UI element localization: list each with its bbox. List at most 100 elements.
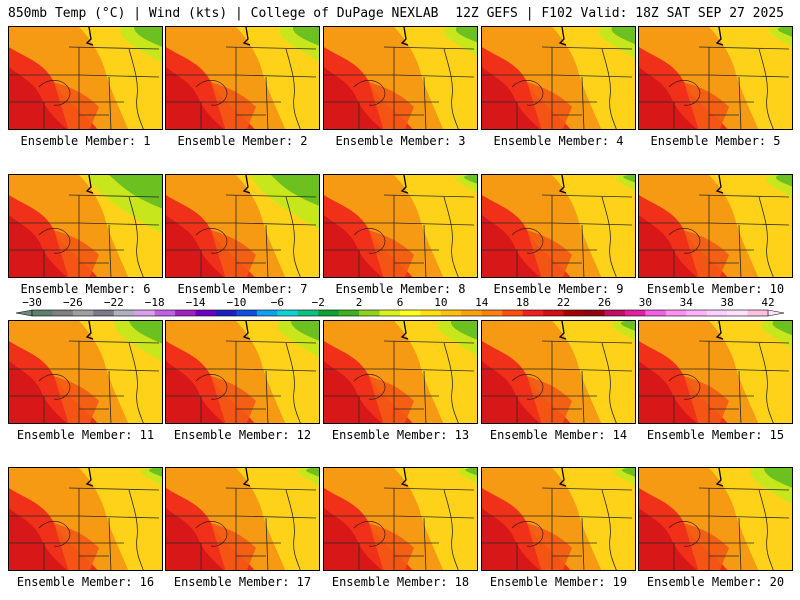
ensemble-member-label: Ensemble Member: 18: [331, 575, 470, 589]
ensemble-member-label: Ensemble Member: 15: [646, 428, 785, 442]
map-title: 850mb Temp (°C) | Wind (kts) | College o…: [8, 6, 439, 21]
ensemble-member-label: Ensemble Member: 8: [335, 282, 466, 296]
colorbar-swatch: [93, 310, 115, 316]
ensemble-map-panel: [481, 320, 636, 424]
colorbar-swatch: [584, 310, 605, 316]
ensemble-map-panel: [165, 26, 320, 130]
colorbar-swatch: [481, 310, 503, 316]
colorbar-swatch: [338, 310, 360, 316]
colorbar-tick-label: 2: [356, 296, 363, 309]
temperature-map: [482, 321, 635, 423]
colorbar-tick-label: −14: [186, 296, 206, 309]
temperature-map: [324, 321, 477, 423]
ensemble-member-label: Ensemble Member: 2: [177, 134, 308, 148]
colorbar-min-arrow: [16, 309, 33, 317]
ensemble-map-panel: [323, 174, 478, 278]
colorbar-tick-label: 42: [761, 296, 774, 309]
colorbar-swatch: [461, 310, 483, 316]
colorbar-swatch: [624, 310, 646, 316]
colorbar-tick-label: 34: [680, 296, 694, 309]
ensemble-member-label: Ensemble Member: 11: [16, 428, 155, 442]
colorbar-tick-label: 14: [475, 296, 489, 309]
colorbar-swatch: [727, 310, 748, 316]
ensemble-member-label: Ensemble Member: 12: [173, 428, 312, 442]
temperature-map: [9, 468, 162, 570]
colorbar-tick-label: 22: [557, 296, 570, 309]
temperature-map: [9, 27, 162, 129]
ensemble-map-panel: [165, 174, 320, 278]
ensemble-map-panel: [638, 467, 793, 571]
temperature-map: [166, 175, 319, 277]
colorbar-swatch: [318, 310, 339, 316]
colorbar-swatch: [706, 310, 728, 316]
ensemble-map-panel: [481, 26, 636, 130]
temperature-map: [9, 321, 162, 423]
ensemble-member-label: Ensemble Member: 9: [493, 282, 624, 296]
colorbar-tick-label: −26: [63, 296, 83, 309]
colorbar-swatch: [420, 310, 442, 316]
colorbar-tick-label: −2: [312, 296, 325, 309]
temperature-map: [482, 27, 635, 129]
temperature-map: [324, 27, 477, 129]
colorbar-max-arrow: [767, 309, 784, 317]
colorbar-swatch: [32, 310, 53, 316]
colorbar-swatch: [502, 310, 523, 316]
colorbar-tick-label: −22: [104, 296, 124, 309]
ensemble-map-panel: [481, 467, 636, 571]
ensemble-member-label: Ensemble Member: 1: [20, 134, 151, 148]
colorbar-tick-label: 30: [639, 296, 652, 309]
colorbar-swatch: [400, 310, 421, 316]
temperature-map: [639, 27, 792, 129]
colorbar-tick-label: −30: [22, 296, 42, 309]
ensemble-map-panel: [323, 26, 478, 130]
colorbar-tick-label: −18: [145, 296, 165, 309]
temperature-map: [166, 468, 319, 570]
colorbar-swatch: [440, 310, 462, 316]
colorbar-swatch: [154, 310, 176, 316]
ensemble-map-panel: [8, 26, 163, 130]
colorbar-swatch: [686, 310, 707, 316]
ensemble-member-label: Ensemble Member: 4: [493, 134, 624, 148]
temperature-map: [9, 175, 162, 277]
colorbar-swatch: [72, 310, 94, 316]
temperature-colorbar: −30 −26 −22 −18 −14 −10 −6 −2 2 6 10 14 18 22 26 30 34 38…: [16, 296, 784, 317]
colorbar-swatch: [256, 310, 278, 316]
model-run-info: 12Z GEFS | F102 Valid: 18Z SAT SEP 27 20…: [455, 6, 784, 21]
ensemble-member-label: Ensemble Member: 10: [646, 282, 785, 296]
ensemble-member-label: Ensemble Member: 17: [173, 575, 312, 589]
ensemble-member-label: Ensemble Member: 5: [650, 134, 781, 148]
colorbar-tick-label: −6: [271, 296, 284, 309]
colorbar-swatch: [645, 310, 667, 316]
ensemble-member-label: Ensemble Member: 14: [489, 428, 628, 442]
temperature-map: [639, 175, 792, 277]
temperature-map: [166, 27, 319, 129]
colorbar-swatch: [134, 310, 155, 316]
colorbar-swatch: [522, 310, 544, 316]
ensemble-member-label: Ensemble Member: 16: [16, 575, 155, 589]
colorbar-tick-label: 6: [397, 296, 404, 309]
colorbar-swatch: [175, 310, 196, 316]
colorbar-swatch: [113, 310, 135, 316]
temperature-map: [482, 468, 635, 570]
colorbar-swatch: [359, 310, 380, 316]
colorbar-tick-label: 26: [598, 296, 611, 309]
ensemble-map-panel: [323, 320, 478, 424]
ensemble-member-label: Ensemble Member: 6: [20, 282, 151, 296]
colorbar-swatch: [665, 310, 687, 316]
colorbar-swatch: [52, 310, 74, 316]
colorbar-swatch: [277, 310, 299, 316]
temperature-map: [639, 321, 792, 423]
ensemble-member-label: Ensemble Member: 13: [331, 428, 470, 442]
ensemble-map-panel: [8, 467, 163, 571]
colorbar-swatch: [563, 310, 585, 316]
colorbar-swatch: [216, 310, 237, 316]
colorbar-swatch: [379, 310, 401, 316]
temperature-map: [324, 175, 477, 277]
ensemble-map-panel: [165, 467, 320, 571]
ensemble-member-label: Ensemble Member: 19: [489, 575, 628, 589]
ensemble-map-panel: [638, 174, 793, 278]
ensemble-member-label: Ensemble Member: 3: [335, 134, 466, 148]
ensemble-member-label: Ensemble Member: 7: [177, 282, 308, 296]
colorbar-swatch: [297, 310, 319, 316]
colorbar-tick-label: 10: [434, 296, 447, 309]
